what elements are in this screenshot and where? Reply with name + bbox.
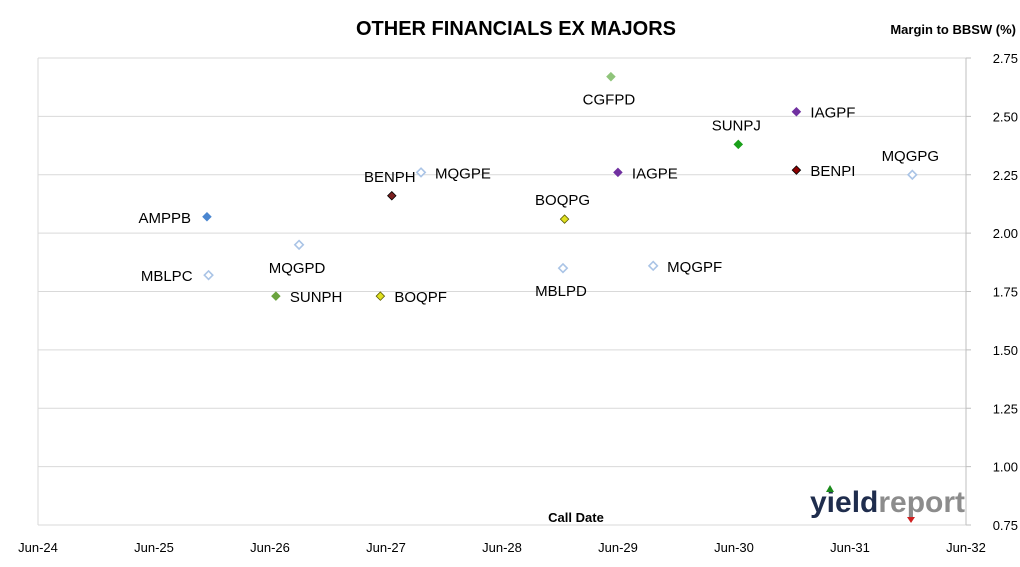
data-label-mblpc: MBLPC xyxy=(141,268,193,285)
data-labels: AMPPB MBLPC MQGPD SUNPH BOQPF BENPH MQGPE MBLPD… xyxy=(138,92,939,306)
y-tick-label: 1.00 xyxy=(993,460,1018,475)
y-axis-title: Margin to BBSW (%) xyxy=(890,22,1016,37)
data-point-mqgpd xyxy=(293,239,305,251)
data-label-boqpg: BOQPG xyxy=(535,192,590,209)
y-tick-label: 1.75 xyxy=(993,285,1018,300)
data-point-boqpg xyxy=(559,214,570,224)
data-label-sunpj: SUNPJ xyxy=(712,117,761,134)
data-point-cgfpd xyxy=(606,71,616,82)
data-point-boqpf xyxy=(375,291,386,301)
logo-down-arrow-icon xyxy=(907,517,915,523)
data-label-sunph: SUNPH xyxy=(290,289,343,306)
logo-yield-text: yield xyxy=(810,486,878,519)
x-axis-title: Call Date xyxy=(548,510,604,525)
gridlines xyxy=(38,57,971,526)
x-tick-label: Jun-31 xyxy=(830,540,870,555)
data-label-iagpe: IAGPE xyxy=(632,165,678,182)
logo-wordmark: yieldreport xyxy=(810,486,965,519)
logo-report-text: report xyxy=(878,486,965,519)
data-label-mqgpe: MQGPE xyxy=(435,165,491,182)
y-tick-label: 2.00 xyxy=(993,226,1018,241)
yieldreport-logo: yieldreport xyxy=(810,485,965,523)
y-tick-label: 0.75 xyxy=(993,518,1018,533)
x-tick-label: Jun-24 xyxy=(18,540,58,555)
data-label-iagpf: IAGPF xyxy=(810,105,855,122)
data-label-mqgpf: MQGPF xyxy=(667,259,722,276)
data-label-mqgpg: MQGPG xyxy=(882,148,940,165)
data-label-mblpd: MBLPD xyxy=(535,283,587,300)
x-tick-label: Jun-32 xyxy=(946,540,986,555)
x-tick-label: Jun-25 xyxy=(134,540,174,555)
y-tick-labels: 0.75 1.00 1.25 1.50 1.75 2.00 2.25 2.50 2.75 xyxy=(993,51,1018,533)
y-tick-label: 2.25 xyxy=(993,168,1018,183)
data-point-mblpc xyxy=(203,269,214,281)
chart-title: OTHER FINANCIALS EX MAJORS xyxy=(356,18,676,40)
data-point-amppb xyxy=(202,212,212,222)
logo-up-arrow-icon xyxy=(826,485,834,492)
data-point-benph xyxy=(387,190,397,201)
data-point-mqgpe xyxy=(415,167,427,178)
data-label-benph: BENPH xyxy=(364,169,416,186)
data-label-boqpf: BOQPF xyxy=(394,289,447,306)
data-point-sunpj xyxy=(733,139,744,150)
x-tick-label: Jun-30 xyxy=(714,540,754,555)
data-point-iagpe xyxy=(613,167,623,178)
data-point-mqgpg xyxy=(906,169,918,181)
data-label-mqgpd: MQGPD xyxy=(269,260,326,277)
y-tick-label: 1.50 xyxy=(993,343,1018,358)
y-tick-label: 2.50 xyxy=(993,109,1018,124)
y-tick-label: 1.25 xyxy=(993,401,1018,416)
data-points xyxy=(202,71,918,301)
data-label-amppb: AMPPB xyxy=(138,210,191,227)
x-tick-label: Jun-28 xyxy=(482,540,522,555)
data-point-mblpd xyxy=(557,262,569,274)
data-point-iagpf xyxy=(791,106,802,117)
data-label-benpi: BENPI xyxy=(810,163,855,180)
x-tick-label: Jun-26 xyxy=(250,540,290,555)
y-tick-label: 2.75 xyxy=(993,51,1018,66)
x-tick-label: Jun-27 xyxy=(366,540,406,555)
data-label-cgfpd: CGFPD xyxy=(583,92,636,109)
data-point-sunph xyxy=(271,291,281,301)
x-tick-label: Jun-29 xyxy=(598,540,638,555)
data-point-mqgpf xyxy=(647,260,659,272)
data-point-benpi xyxy=(791,165,802,175)
x-tick-labels: Jun-24 Jun-25 Jun-26 Jun-27 Jun-28 Jun-29 Jun-… xyxy=(18,540,986,555)
